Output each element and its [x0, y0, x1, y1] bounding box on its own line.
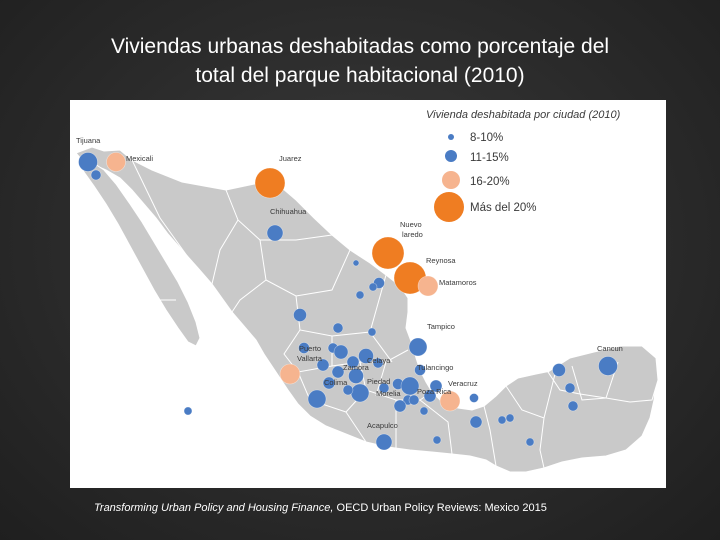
label-piedad: Piedad	[367, 377, 390, 386]
legend-swatch-mas-20	[434, 192, 464, 222]
slide-title-line-2: total del parque habitacional (2010)	[195, 64, 525, 87]
marker-campeche-1	[505, 413, 515, 423]
marker-piedad	[348, 368, 364, 384]
marker-cuernavaca	[393, 399, 407, 413]
marker-nuevo-laredo	[371, 236, 405, 270]
marker-campeche-2	[552, 363, 566, 377]
label-veracruz: Veracruz	[448, 379, 478, 388]
marker-nl-small-1	[352, 259, 360, 267]
marker-zamora	[331, 365, 345, 379]
marker-poza-rica	[423, 389, 437, 403]
marker-coatzacoalcos	[469, 415, 483, 429]
marker-xalapa	[429, 379, 443, 393]
marker-tecate	[90, 169, 102, 181]
source-caption-title: Transforming Urban Policy and Housing Fi…	[94, 502, 334, 514]
mexico-mainland	[75, 146, 657, 473]
label-acapulco: Acapulco	[367, 421, 398, 430]
legend-label-16-20: 16-20%	[470, 176, 510, 188]
marker-mexicali	[106, 152, 126, 172]
label-juarez: Juarez	[279, 154, 302, 163]
marker-tonala	[564, 382, 576, 394]
marker-tulancingo	[414, 364, 426, 376]
marker-tuxtla	[525, 437, 535, 447]
source-caption: Transforming Urban Policy and Housing Fi…	[94, 502, 547, 514]
legend-label-8-10: 8-10%	[470, 132, 503, 144]
marker-oaxaca	[432, 435, 442, 445]
marker-queretaro	[372, 357, 384, 369]
legend-swatch-11-15	[445, 150, 457, 162]
marker-slp	[367, 327, 377, 337]
marker-tepic	[298, 342, 310, 354]
legend-title: Vivienda deshabitada por ciudad (2010)	[426, 109, 621, 121]
marker-monterrey-2	[368, 282, 378, 292]
label-mexicali: Mexicali	[126, 154, 153, 163]
marker-colima	[322, 376, 336, 390]
marker-uruapan	[342, 384, 354, 396]
marker-tijuana	[78, 152, 98, 172]
slide-title: Viviendas urbanas deshabitadas como porc…	[20, 32, 700, 90]
marker-zacatecas	[332, 322, 344, 334]
label-reynosa: Reynosa	[426, 256, 456, 265]
marker-matamoros	[417, 275, 439, 297]
marker-isla	[183, 406, 193, 416]
label-chihuahua: Chihuahua	[270, 207, 307, 216]
marker-veracruz	[439, 390, 461, 412]
label-morelia: Morelia	[376, 389, 401, 398]
marker-mexico-city	[400, 376, 420, 396]
legend-swatch-16-20	[442, 171, 460, 189]
marker-durango	[293, 308, 307, 322]
label-poza-rica: Poza Rica	[417, 387, 452, 396]
label-puerto: Puerto	[299, 344, 321, 353]
marker-puebla	[408, 394, 420, 406]
label-zamora: Zamora	[343, 363, 370, 372]
label-celaya: Celaya	[367, 356, 391, 365]
marker-morelia	[350, 383, 370, 403]
baja-california	[77, 157, 201, 347]
marker-puerto-vallarta	[279, 363, 301, 385]
marker-leon	[333, 344, 349, 360]
label-colima: Colima	[324, 378, 348, 387]
source-caption-publisher: OECD Urban Policy Reviews: Mexico 2015	[333, 502, 547, 514]
marker-villahermosa	[497, 415, 507, 425]
marker-cancun	[598, 356, 618, 376]
marker-tuxpan	[469, 393, 479, 403]
marker-acapulco	[375, 433, 393, 451]
marker-tapachula	[567, 400, 579, 412]
slide-title-line-1: Viviendas urbanas deshabitadas como porc…	[110, 35, 610, 58]
label-matamoros: Matamoros	[439, 278, 477, 287]
label-cancun: Cancun	[597, 344, 623, 353]
marker-lazaro	[378, 382, 390, 394]
label-nuevo: Nuevo	[400, 220, 422, 229]
mexico-map: Tijuana Mexicali Juarez Chihuahua Nuevo …	[75, 109, 659, 473]
city-labels: Tijuana Mexicali Juarez Chihuahua Nuevo …	[76, 136, 623, 430]
label-vallarta: Vallarta	[297, 354, 323, 363]
legend-swatch-8-10	[448, 134, 454, 140]
marker-manzanillo	[307, 389, 327, 409]
label-tampico: Tampico	[427, 322, 455, 331]
label-laredo: laredo	[402, 230, 423, 239]
map-panel: Tijuana Mexicali Juarez Chihuahua Nuevo …	[70, 100, 666, 488]
legend-label-11-15: 11-15%	[470, 152, 509, 164]
marker-chihuahua	[266, 224, 284, 242]
map-legend: Vivienda deshabitada por ciudad (2010) 8…	[426, 109, 621, 222]
marker-celaya	[358, 348, 374, 364]
marker-irapuato	[346, 355, 360, 369]
marker-juarez	[254, 167, 286, 199]
legend-label-mas-20: Más del 20%	[470, 202, 536, 214]
marker-saltillo	[355, 290, 365, 300]
label-tijuana: Tijuana	[76, 136, 101, 145]
marker-tampico	[408, 337, 428, 357]
label-tulancingo: Tulancingo	[417, 363, 453, 372]
city-markers	[78, 152, 618, 451]
marker-guadalajara	[316, 358, 330, 372]
marker-tlaxcala	[419, 406, 429, 416]
